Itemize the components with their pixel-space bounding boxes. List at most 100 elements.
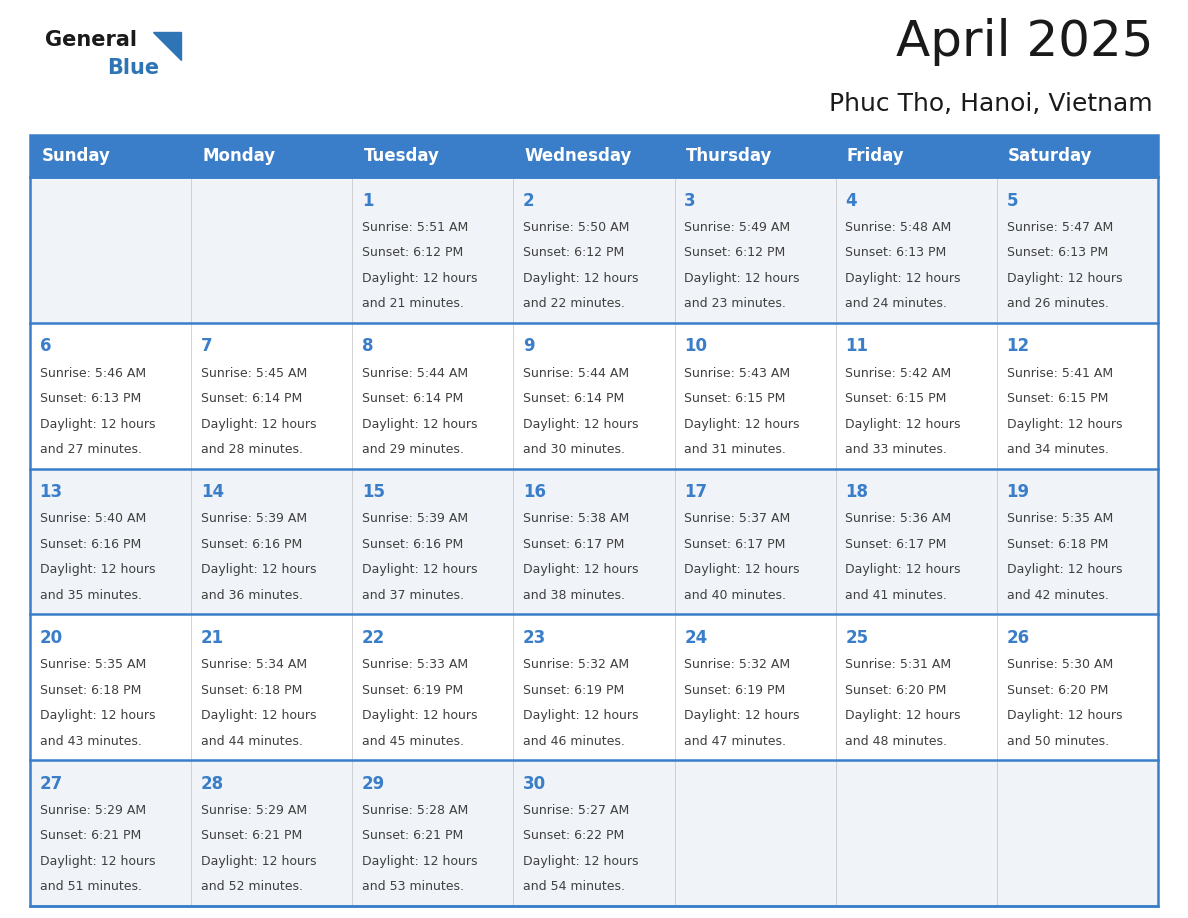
Text: Sunset: 6:20 PM: Sunset: 6:20 PM [846,684,947,697]
Text: Sunset: 6:20 PM: Sunset: 6:20 PM [1006,684,1108,697]
Text: and 40 minutes.: and 40 minutes. [684,588,786,602]
Text: Daylight: 12 hours: Daylight: 12 hours [684,710,800,722]
Text: and 53 minutes.: and 53 minutes. [362,880,465,893]
Text: and 46 minutes.: and 46 minutes. [523,734,625,747]
Text: Daylight: 12 hours: Daylight: 12 hours [39,418,156,431]
Text: 12: 12 [1006,338,1030,355]
Text: Sunset: 6:15 PM: Sunset: 6:15 PM [684,392,785,405]
Text: and 28 minutes.: and 28 minutes. [201,443,303,456]
Text: and 23 minutes.: and 23 minutes. [684,297,786,310]
Text: Sunrise: 5:28 AM: Sunrise: 5:28 AM [362,804,468,817]
Text: Sunset: 6:12 PM: Sunset: 6:12 PM [684,246,785,259]
Text: 13: 13 [39,483,63,501]
Text: Daylight: 12 hours: Daylight: 12 hours [684,564,800,577]
Text: Sunrise: 5:31 AM: Sunrise: 5:31 AM [846,658,952,671]
Text: Sunrise: 5:43 AM: Sunrise: 5:43 AM [684,366,790,379]
Text: 30: 30 [523,775,546,793]
Text: and 31 minutes.: and 31 minutes. [684,443,786,456]
Text: and 43 minutes.: and 43 minutes. [39,734,141,747]
Text: 14: 14 [201,483,223,501]
Polygon shape [153,32,181,60]
Text: 9: 9 [523,338,535,355]
Text: 25: 25 [846,629,868,647]
Text: Sunrise: 5:47 AM: Sunrise: 5:47 AM [1006,220,1113,234]
Text: and 26 minutes.: and 26 minutes. [1006,297,1108,310]
Text: Sunrise: 5:32 AM: Sunrise: 5:32 AM [523,658,630,671]
Text: Daylight: 12 hours: Daylight: 12 hours [1006,564,1121,577]
Text: General: General [45,30,137,50]
Text: and 50 minutes.: and 50 minutes. [1006,734,1108,747]
Text: Daylight: 12 hours: Daylight: 12 hours [39,710,156,722]
Text: 19: 19 [1006,483,1030,501]
Text: and 35 minutes.: and 35 minutes. [39,588,141,602]
Text: 7: 7 [201,338,213,355]
Text: Sunrise: 5:44 AM: Sunrise: 5:44 AM [523,366,630,379]
Text: Sunset: 6:21 PM: Sunset: 6:21 PM [362,830,463,843]
Text: Sunrise: 5:36 AM: Sunrise: 5:36 AM [846,512,952,525]
Text: Thursday: Thursday [685,147,772,165]
Text: Sunrise: 5:33 AM: Sunrise: 5:33 AM [362,658,468,671]
Text: Sunset: 6:18 PM: Sunset: 6:18 PM [39,684,141,697]
Text: Sunrise: 5:39 AM: Sunrise: 5:39 AM [362,512,468,525]
Text: 29: 29 [362,775,385,793]
Bar [30,468,1158,614]
Text: 2: 2 [523,192,535,209]
Text: and 48 minutes.: and 48 minutes. [846,734,947,747]
Text: Sunrise: 5:48 AM: Sunrise: 5:48 AM [846,220,952,234]
Text: Blue: Blue [107,58,159,78]
Text: and 41 minutes.: and 41 minutes. [846,588,947,602]
Text: Sunset: 6:16 PM: Sunset: 6:16 PM [39,538,141,551]
Text: Sunset: 6:12 PM: Sunset: 6:12 PM [362,246,463,259]
Text: 24: 24 [684,629,708,647]
Text: and 47 minutes.: and 47 minutes. [684,734,786,747]
Text: Daylight: 12 hours: Daylight: 12 hours [846,418,961,431]
Text: Sunrise: 5:46 AM: Sunrise: 5:46 AM [39,366,146,379]
Bar [513,135,675,177]
Text: Phuc Tho, Hanoi, Vietnam: Phuc Tho, Hanoi, Vietnam [829,92,1154,116]
Text: and 22 minutes.: and 22 minutes. [523,297,625,310]
Text: Sunset: 6:13 PM: Sunset: 6:13 PM [1006,246,1107,259]
Text: Daylight: 12 hours: Daylight: 12 hours [362,855,478,868]
Text: and 38 minutes.: and 38 minutes. [523,588,625,602]
Text: Daylight: 12 hours: Daylight: 12 hours [39,564,156,577]
Text: Daylight: 12 hours: Daylight: 12 hours [362,564,478,577]
Bar [675,135,835,177]
Text: Sunrise: 5:30 AM: Sunrise: 5:30 AM [1006,658,1113,671]
Text: Saturday: Saturday [1009,147,1093,165]
Text: Sunrise: 5:39 AM: Sunrise: 5:39 AM [201,512,307,525]
Text: 20: 20 [39,629,63,647]
Text: Sunset: 6:15 PM: Sunset: 6:15 PM [846,392,947,405]
Text: Daylight: 12 hours: Daylight: 12 hours [39,855,156,868]
Text: Daylight: 12 hours: Daylight: 12 hours [201,855,316,868]
Text: Sunset: 6:19 PM: Sunset: 6:19 PM [523,684,625,697]
Text: Sunrise: 5:34 AM: Sunrise: 5:34 AM [201,658,307,671]
Text: Sunset: 6:15 PM: Sunset: 6:15 PM [1006,392,1108,405]
Text: and 54 minutes.: and 54 minutes. [523,880,625,893]
Text: Daylight: 12 hours: Daylight: 12 hours [846,710,961,722]
Text: Sunrise: 5:45 AM: Sunrise: 5:45 AM [201,366,307,379]
Text: Daylight: 12 hours: Daylight: 12 hours [362,272,478,285]
Text: Sunrise: 5:27 AM: Sunrise: 5:27 AM [523,804,630,817]
Text: Daylight: 12 hours: Daylight: 12 hours [362,710,478,722]
Bar [30,135,1158,906]
Text: 16: 16 [523,483,546,501]
Text: Sunset: 6:19 PM: Sunset: 6:19 PM [362,684,463,697]
Text: Sunset: 6:21 PM: Sunset: 6:21 PM [39,830,141,843]
Text: and 36 minutes.: and 36 minutes. [201,588,303,602]
Text: Daylight: 12 hours: Daylight: 12 hours [362,418,478,431]
Text: and 24 minutes.: and 24 minutes. [846,297,947,310]
Text: Daylight: 12 hours: Daylight: 12 hours [523,564,639,577]
Bar [30,323,1158,468]
Text: 18: 18 [846,483,868,501]
Text: Daylight: 12 hours: Daylight: 12 hours [1006,710,1121,722]
Text: Daylight: 12 hours: Daylight: 12 hours [523,710,639,722]
Text: Sunset: 6:13 PM: Sunset: 6:13 PM [846,246,947,259]
Text: Sunday: Sunday [42,147,110,165]
Text: 17: 17 [684,483,707,501]
Text: 21: 21 [201,629,223,647]
Text: Sunset: 6:17 PM: Sunset: 6:17 PM [846,538,947,551]
Text: 22: 22 [362,629,385,647]
Bar [30,177,1158,323]
Bar [997,135,1158,177]
Text: 11: 11 [846,338,868,355]
